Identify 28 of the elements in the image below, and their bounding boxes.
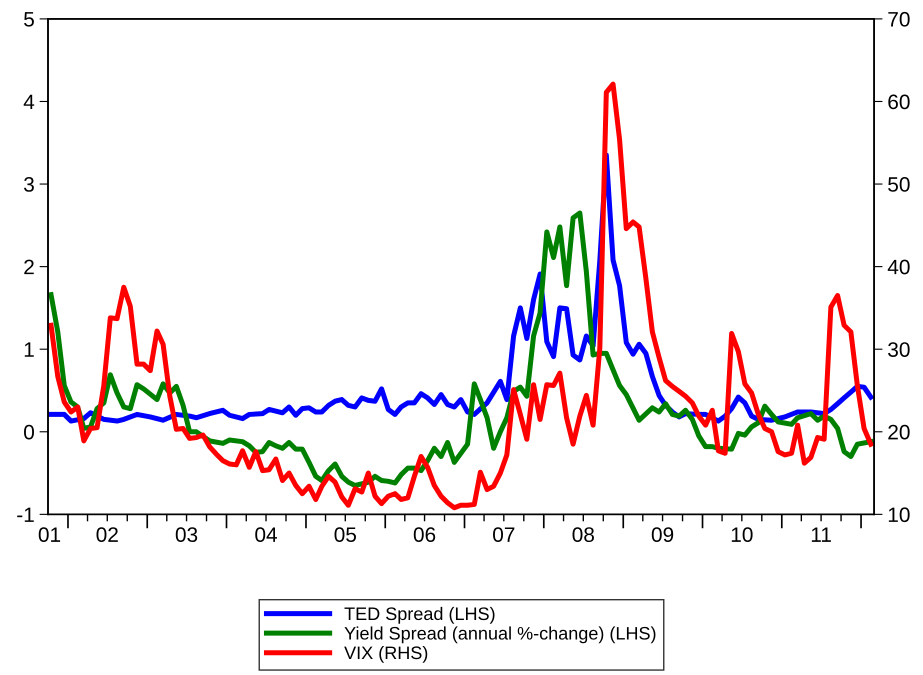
x-tick-label: 08 — [572, 527, 594, 542]
x-tick-label: 06 — [414, 527, 436, 542]
x-tick-label: 05 — [334, 527, 356, 542]
y-tick-label: 0 — [24, 424, 34, 440]
y2-tick-label: 30 — [888, 342, 910, 357]
x-tick-label: 04 — [255, 527, 278, 542]
x-tick-label: 11 — [812, 528, 831, 542]
y2-tick-label: 50 — [888, 177, 910, 192]
legend-label: VIX (RHS) — [344, 646, 428, 663]
y-tick-label: 2 — [24, 260, 34, 274]
x-tick-label: 07 — [493, 527, 514, 542]
y2-tick-label: 40 — [888, 260, 910, 274]
y-tick-label: 3 — [24, 177, 34, 192]
x-tick-label: 10 — [732, 527, 753, 542]
y2-tick-label: 60 — [888, 94, 910, 110]
x-tick-label: 01 — [38, 527, 60, 542]
x-tick-label: 02 — [96, 527, 118, 542]
y-tick-label: 5 — [24, 12, 34, 27]
y-tick-label: 4 — [24, 94, 34, 110]
y2-tick-label: 70 — [888, 12, 910, 27]
legend-label: TED Spread (LHS) — [344, 606, 494, 624]
x-tick-label: 03 — [176, 527, 198, 542]
y2-tick-label: 10 — [888, 507, 910, 522]
y-tick-label: -1 — [17, 508, 34, 522]
y2-tick-label: 20 — [888, 424, 910, 440]
y-tick-label: 1 — [24, 342, 34, 357]
x-tick-label: 09 — [652, 527, 674, 542]
legend-label: Yield Spread (annual %-change) (LHS) — [344, 626, 656, 644]
